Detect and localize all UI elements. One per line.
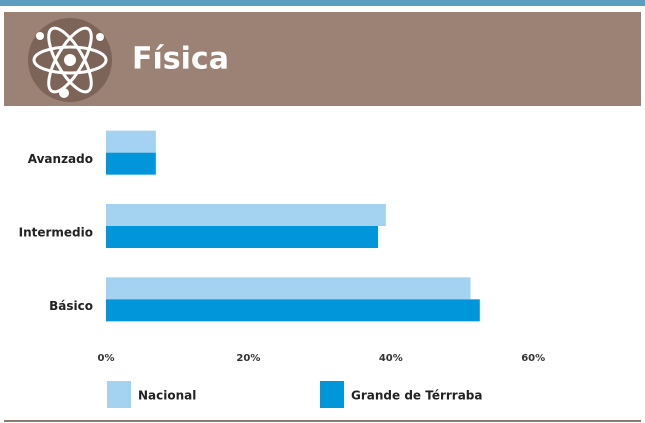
- y-tick-label: Intermedio: [19, 226, 93, 240]
- legend-label: Grande de Térrraba: [351, 389, 483, 403]
- legend-swatch: [320, 381, 344, 408]
- x-tick-label: 60%: [521, 353, 545, 364]
- x-tick-label: 20%: [236, 353, 260, 364]
- chart-title: Física: [132, 42, 229, 77]
- top-strip: [0, 0, 645, 6]
- bar: [106, 204, 386, 226]
- legend-swatch: [107, 381, 131, 408]
- bar: [106, 299, 480, 322]
- y-tick-label: Avanzado: [28, 152, 93, 166]
- bar: [106, 130, 156, 153]
- y-tick-label: Básico: [49, 299, 93, 313]
- bar: [106, 152, 156, 175]
- atom-icon: [28, 18, 112, 102]
- bar: [106, 277, 471, 300]
- x-tick-label: 0%: [98, 353, 115, 364]
- bar: [106, 226, 378, 248]
- x-tick-label: 40%: [379, 353, 403, 364]
- legend-label: Nacional: [138, 389, 196, 403]
